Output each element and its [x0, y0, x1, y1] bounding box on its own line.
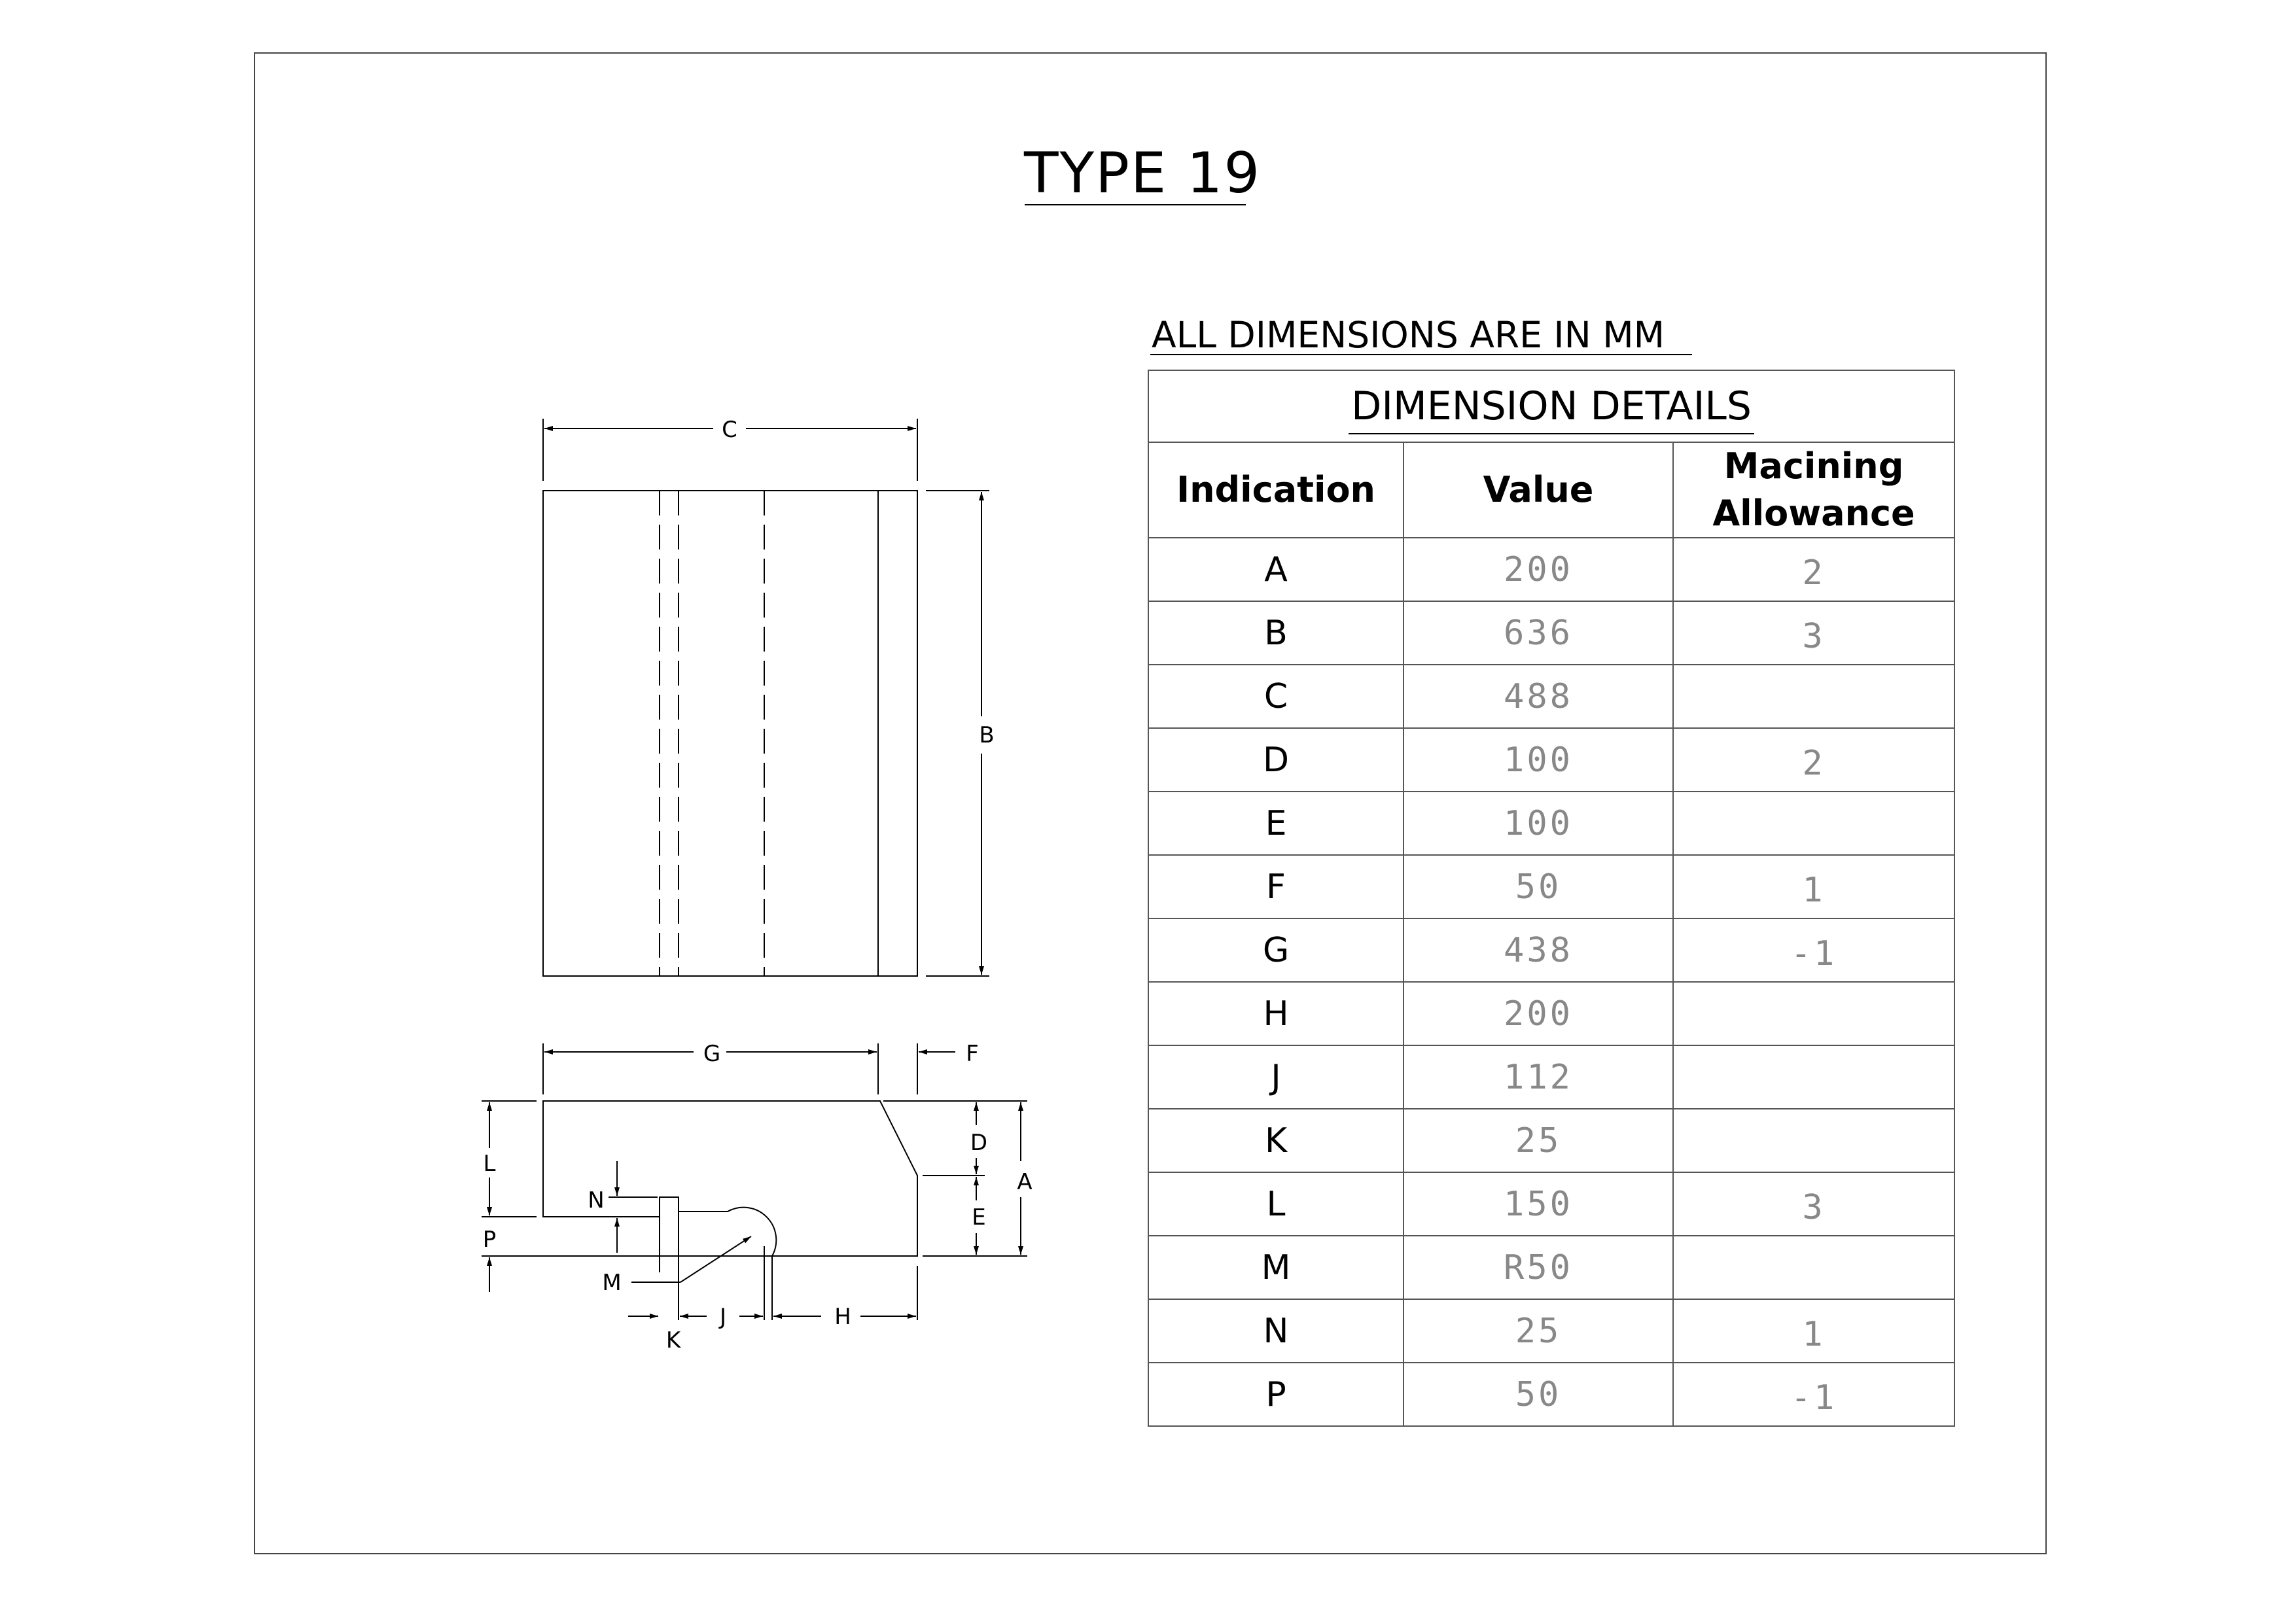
- label-h: H: [834, 1304, 851, 1330]
- value-cell: 438: [1403, 918, 1674, 983]
- value-cell: 488: [1403, 664, 1674, 729]
- table-row: D 100 2: [1148, 727, 1956, 792]
- value-cell: 100: [1403, 727, 1674, 792]
- units-underline: [1150, 354, 1692, 355]
- label-d: D: [970, 1130, 987, 1156]
- value-cell: 50: [1403, 854, 1674, 919]
- dimension-table: DIMENSION DETAILS Indication Value Macin…: [1147, 370, 1956, 1427]
- value-cell: R50: [1403, 1235, 1674, 1300]
- label-g: G: [703, 1041, 720, 1067]
- value-cell: 200: [1403, 537, 1674, 602]
- indication-cell: C: [1148, 664, 1404, 729]
- indication-cell: G: [1148, 918, 1404, 983]
- value-cell: 112: [1403, 1045, 1674, 1109]
- table-row: B 636 3: [1148, 601, 1956, 665]
- table-caption: DIMENSION DETAILS: [1147, 370, 1956, 443]
- units-note: ALL DIMENSIONS ARE IN MM: [1152, 314, 1665, 356]
- table-row: L 150 3: [1148, 1172, 1956, 1236]
- indication-cell: F: [1148, 854, 1404, 919]
- allowance-cell: 1: [1672, 1299, 1956, 1363]
- allowance-cell: [1672, 1045, 1956, 1109]
- label-m: M: [602, 1270, 621, 1296]
- label-k: K: [666, 1327, 682, 1353]
- header-indication: Indication: [1148, 442, 1404, 538]
- table-row: E 100: [1148, 791, 1956, 856]
- allowance-cell: [1672, 981, 1956, 1046]
- allowance-cell: -1: [1672, 1362, 1956, 1427]
- table-row: H 200: [1148, 981, 1956, 1046]
- value-cell: 25: [1403, 1108, 1674, 1173]
- label-b: B: [979, 722, 994, 748]
- label-f: F: [966, 1041, 979, 1067]
- table-row: M R50: [1148, 1235, 1956, 1300]
- header-allowance: Macining Allowance: [1672, 442, 1956, 538]
- drawing-title: TYPE 19: [1024, 141, 1262, 206]
- label-a: A: [1017, 1169, 1032, 1195]
- allowance-cell: [1672, 664, 1956, 729]
- value-cell: 150: [1403, 1172, 1674, 1236]
- value-cell: 200: [1403, 981, 1674, 1046]
- label-c: C: [722, 417, 737, 443]
- allowance-cell: 3: [1672, 1172, 1956, 1236]
- header-value: Value: [1403, 442, 1674, 538]
- allowance-cell: 1: [1672, 854, 1956, 919]
- table-row: K 25: [1148, 1108, 1956, 1173]
- value-cell: 25: [1403, 1299, 1674, 1363]
- label-e: E: [972, 1204, 985, 1230]
- table-row: J 112: [1148, 1045, 1956, 1109]
- top-view-outline: [542, 490, 918, 977]
- indication-cell: H: [1148, 981, 1404, 1046]
- indication-cell: J: [1148, 1045, 1404, 1109]
- table-row: F 50 1: [1148, 854, 1956, 919]
- allowance-cell: 2: [1672, 537, 1956, 602]
- indication-cell: D: [1148, 727, 1404, 792]
- drawing-frame: [254, 52, 2047, 1554]
- allowance-cell: 2: [1672, 727, 1956, 792]
- value-cell: 100: [1403, 791, 1674, 856]
- table-row: N 25 1: [1148, 1299, 1956, 1363]
- front-view-profile: [542, 1100, 918, 1257]
- table-row: G 438 -1: [1148, 918, 1956, 983]
- indication-cell: M: [1148, 1235, 1404, 1300]
- indication-cell: B: [1148, 601, 1404, 665]
- allowance-cell: [1672, 1235, 1956, 1300]
- value-cell: 50: [1403, 1362, 1674, 1427]
- allowance-cell: [1672, 1108, 1956, 1173]
- allowance-cell: -1: [1672, 918, 1956, 983]
- table-row: C 488: [1148, 664, 1956, 729]
- value-cell: 636: [1403, 601, 1674, 665]
- label-l: L: [484, 1151, 496, 1177]
- indication-cell: E: [1148, 791, 1404, 856]
- allowance-cell: 3: [1672, 601, 1956, 665]
- indication-cell: N: [1148, 1299, 1404, 1363]
- table-row: P 50 -1: [1148, 1362, 1956, 1427]
- label-p: P: [483, 1227, 497, 1253]
- title-underline: [1025, 204, 1246, 205]
- label-j: J: [718, 1304, 726, 1330]
- indication-cell: P: [1148, 1362, 1404, 1427]
- top-view: [542, 419, 989, 977]
- indication-cell: A: [1148, 537, 1404, 602]
- allowance-cell: [1672, 791, 1956, 856]
- indication-cell: L: [1148, 1172, 1404, 1236]
- label-n: N: [588, 1187, 604, 1213]
- indication-cell: K: [1148, 1108, 1404, 1173]
- front-view: [482, 1043, 1027, 1320]
- table-row: A 200 2: [1148, 537, 1956, 602]
